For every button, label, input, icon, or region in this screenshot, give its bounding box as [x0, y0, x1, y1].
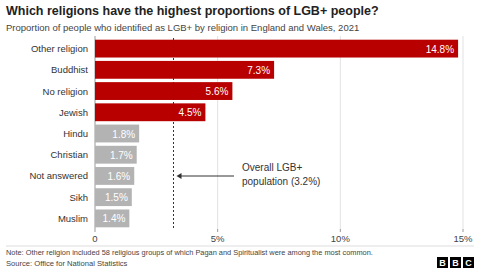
data-label: 1.4%: [103, 213, 126, 224]
tick-label: 10%: [331, 233, 351, 244]
category-label: Christian: [51, 149, 89, 160]
grid-line: [340, 36, 341, 229]
annotation: population (3.2%): [242, 176, 320, 187]
data-label: 1.8%: [112, 129, 135, 140]
annotation: Overall LGB+: [242, 162, 302, 173]
bar: [95, 103, 205, 121]
tick-label: 5%: [211, 233, 225, 244]
bar: [95, 167, 134, 185]
tick-mark: [95, 229, 96, 232]
bar: [95, 188, 132, 206]
category-label: Hindu: [63, 128, 88, 139]
category-label: No religion: [43, 86, 88, 97]
logo-box: [437, 257, 448, 268]
logo-letter: C: [465, 258, 472, 268]
source: Source: Office for National Statistics: [6, 259, 128, 268]
subtitle: Proportion of people who identified as L…: [6, 22, 359, 33]
bar: [95, 125, 139, 143]
bar: [95, 61, 274, 79]
bar: [95, 209, 129, 227]
tick-label: 15%: [453, 233, 473, 244]
labels: Other religion 14.8% Buddhist 7.3% No religi…: [29, 43, 454, 224]
separator: [6, 246, 474, 247]
logo-letter: B: [452, 258, 459, 268]
title: Which religions have the highest proport…: [6, 4, 379, 18]
data-label: 5.6%: [206, 86, 229, 97]
data-label: 1.6%: [107, 171, 130, 182]
data-label: 7.3%: [247, 65, 270, 76]
grid-line: [463, 36, 464, 229]
data-label: 1.7%: [110, 150, 133, 161]
logo: BBC: [437, 257, 474, 268]
category-label: Other religion: [31, 43, 88, 54]
category-label: Not answered: [29, 170, 88, 181]
data-label: 4.5%: [179, 107, 202, 118]
tick-mark: [217, 229, 218, 232]
category-label: Buddhist: [51, 64, 88, 75]
note: Note: Other religion included 58 religio…: [6, 248, 373, 257]
tick-mark: [340, 229, 341, 232]
reference-line: [173, 38, 174, 229]
tick-label: 0: [92, 233, 97, 244]
arrow-head: [177, 173, 182, 179]
category-label: Jewish: [59, 107, 88, 118]
logo-box: [450, 257, 461, 268]
bar: [95, 146, 137, 164]
tick-mark: [463, 229, 464, 232]
logo-letter: B: [439, 258, 446, 268]
arrow-shaft: [180, 176, 234, 177]
chart: Which religions have the highest proport…: [0, 0, 480, 270]
bar: [95, 82, 232, 100]
data-label: 1.5%: [105, 192, 128, 203]
category-label: Sikh: [70, 192, 88, 203]
logo-box: [463, 257, 474, 268]
data-label: 14.8%: [426, 44, 454, 55]
category-label: Muslim: [58, 213, 88, 224]
bars: [95, 38, 458, 229]
bar: [95, 40, 458, 58]
